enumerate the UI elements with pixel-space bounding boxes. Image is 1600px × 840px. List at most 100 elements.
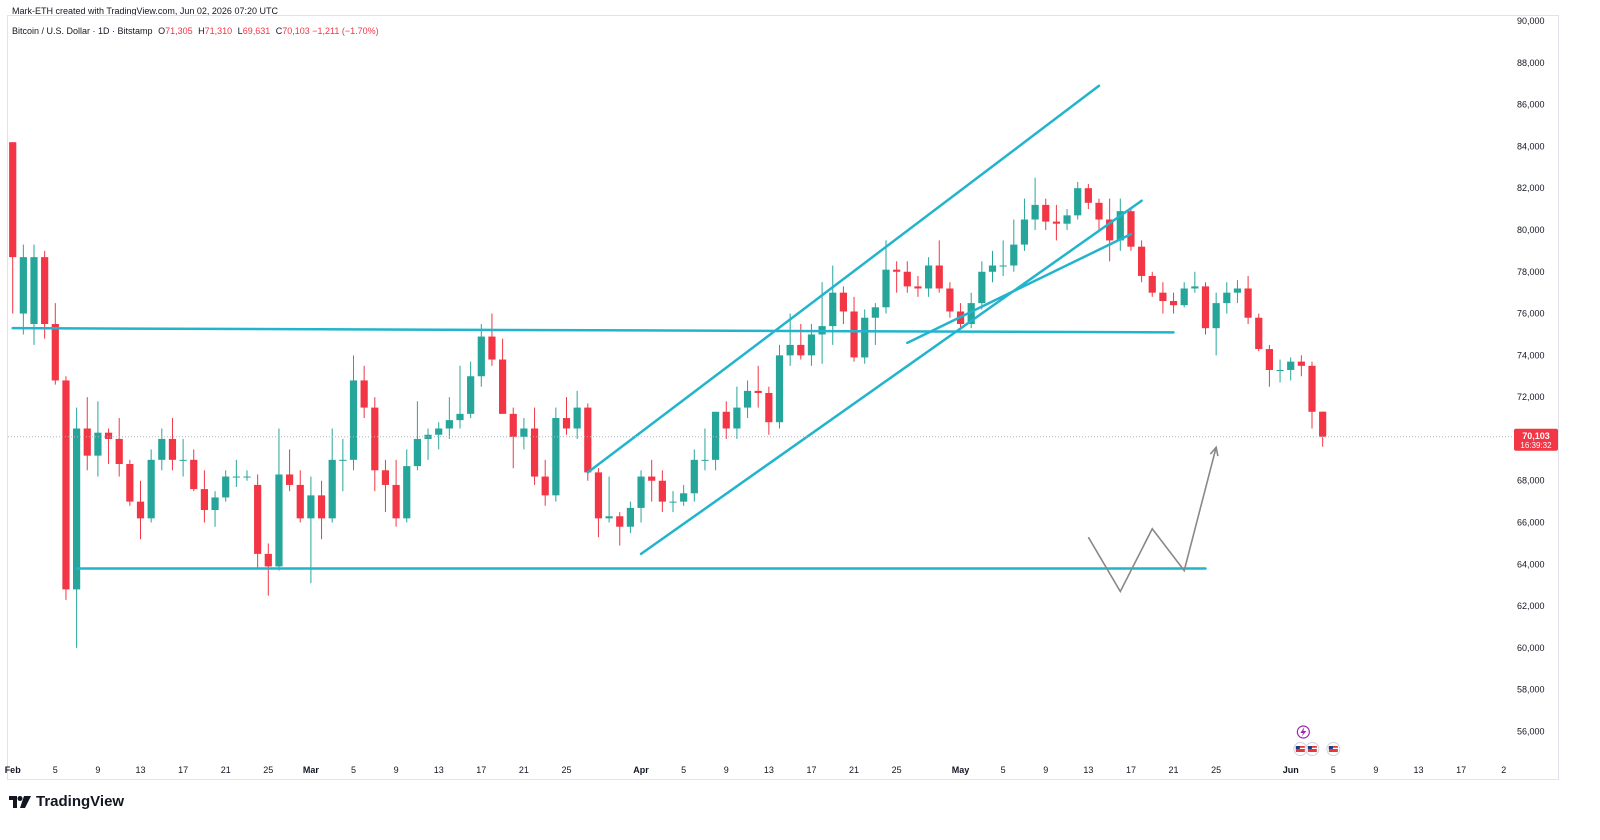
candle-body: [743, 390, 752, 408]
price-badge: [1514, 428, 1558, 451]
candle-body: [1319, 411, 1327, 437]
x-axis-tick-label: 13: [1413, 765, 1423, 775]
candle-body: [626, 507, 634, 527]
candle-body: [541, 476, 549, 496]
candle-body: [222, 476, 230, 498]
x-axis-tick-label: 5: [1001, 765, 1006, 775]
x-axis-tick-label: 5: [351, 765, 356, 775]
y-axis-tick-label: 86,000: [1517, 100, 1545, 110]
candle-body: [115, 438, 123, 465]
candle-body: [552, 418, 560, 496]
y-axis-tick-label: 74,000: [1517, 350, 1545, 360]
candle-body: [104, 432, 113, 439]
x-axis-tick-label: 25: [892, 765, 902, 775]
us-flag-canton: [1328, 746, 1333, 749]
y-axis-tick-label: 60,000: [1517, 643, 1545, 653]
candle-body: [1308, 365, 1316, 412]
candle-body: [839, 292, 847, 312]
candle-body: [62, 380, 70, 590]
candle-body: [477, 336, 485, 377]
candle-body: [30, 257, 38, 325]
x-axis-tick-label: 5: [681, 765, 686, 775]
candle-body: [83, 428, 91, 456]
candle-body: [754, 390, 762, 393]
candle-body: [658, 480, 666, 502]
candle-body: [1287, 361, 1295, 370]
candle-body: [488, 336, 496, 360]
candle-body: [861, 317, 869, 358]
x-axis-tick-label: 17: [178, 765, 188, 775]
candle-body: [126, 464, 134, 502]
horizontal-resistance-line: [11, 326, 1175, 334]
y-axis-tick-label: 62,000: [1517, 601, 1545, 611]
open-label: O: [158, 26, 166, 36]
open-value: 71,305: [165, 26, 193, 36]
candle-body: [136, 501, 145, 519]
x-axis-tick-label: Feb: [5, 765, 22, 775]
candle-body: [158, 438, 166, 460]
candle-body: [1255, 317, 1263, 350]
y-axis-tick-label: 58,000: [1517, 685, 1545, 695]
candle-body: [914, 286, 922, 289]
y-axis-tick-label: 90,000: [1517, 16, 1545, 26]
candle-body: [317, 495, 326, 519]
candle-body: [9, 142, 17, 258]
candle-body: [51, 324, 59, 381]
lightning-glyph: [1300, 727, 1307, 737]
x-axis-tick-label: 5: [53, 765, 58, 775]
x-axis-tick-label: 17: [476, 765, 486, 775]
y-axis-tick-label: 66,000: [1517, 518, 1545, 528]
candle-body: [584, 407, 592, 473]
candle-body: [190, 459, 198, 490]
us-flag-canton: [1307, 746, 1312, 749]
x-axis-tick-label: 21: [849, 765, 859, 775]
candle-body: [573, 407, 581, 429]
candle-body: [701, 459, 709, 461]
y-axis-tick-label: 84,000: [1517, 141, 1545, 151]
candle-body: [1148, 275, 1156, 293]
candle-body: [722, 411, 730, 429]
candle-body: [147, 459, 155, 519]
candle-body: [1244, 288, 1252, 318]
tradingview-logo: TradingView: [9, 793, 124, 810]
candle-body: [648, 476, 656, 481]
x-axis-tick-label: 25: [263, 765, 273, 775]
symbol-legend: Bitcoin / U.S. Dollar · 1D · Bitstamp O7…: [12, 26, 379, 36]
candle-body: [829, 292, 837, 327]
candle-body: [381, 470, 390, 485]
candle-body: [797, 344, 805, 356]
y-axis-tick-label: 80,000: [1517, 225, 1545, 235]
tradingview-logo-icon: [9, 795, 31, 808]
x-axis-tick-label: 21: [221, 765, 231, 775]
y-axis-tick-label: 76,000: [1517, 309, 1545, 319]
candle-body: [1127, 211, 1135, 247]
candle-body: [371, 407, 379, 471]
x-axis-tick-label: 17: [1456, 765, 1466, 775]
candle-body: [1074, 188, 1082, 216]
x-axis-tick-label: 21: [1169, 765, 1179, 775]
low-label: L: [237, 26, 243, 36]
x-axis-tick-label: Jun: [1283, 765, 1299, 775]
candle-body: [967, 303, 975, 325]
us-flag-canton: [1295, 746, 1300, 749]
candle-body: [467, 376, 475, 414]
candle-body: [733, 407, 741, 429]
x-axis-tick-label: 17: [1126, 765, 1136, 775]
candle-body: [1191, 286, 1199, 289]
x-axis-tick-label: 9: [95, 765, 100, 775]
close-value: 70,103: [282, 26, 310, 36]
candle-body: [403, 466, 411, 519]
x-axis-tick-label: 25: [561, 765, 571, 775]
y-axis-tick-label: 68,000: [1517, 476, 1545, 486]
candle-body: [935, 265, 943, 289]
candle-body: [520, 428, 528, 437]
candle-body: [19, 257, 27, 314]
y-axis-tick-label: 88,000: [1517, 58, 1545, 68]
candle-body: [349, 380, 358, 460]
x-axis-tick-label: 2: [1501, 765, 1506, 775]
candle-body: [594, 472, 603, 519]
candle-body: [1020, 219, 1029, 245]
candle-body: [94, 432, 102, 456]
candle-body: [775, 355, 784, 423]
